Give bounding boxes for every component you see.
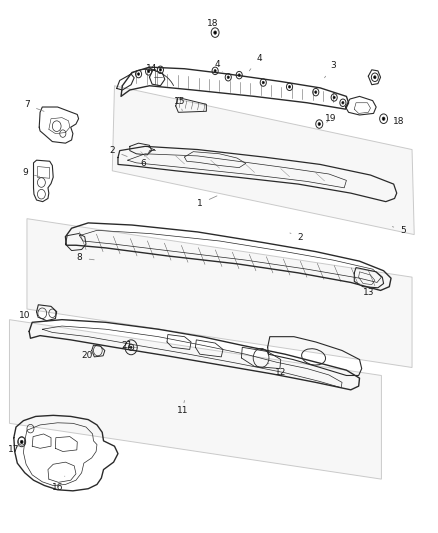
Circle shape bbox=[130, 346, 132, 349]
Circle shape bbox=[381, 117, 384, 120]
Text: 5: 5 bbox=[392, 226, 405, 235]
Text: 8: 8 bbox=[76, 254, 94, 262]
Circle shape bbox=[147, 70, 149, 72]
Text: 14: 14 bbox=[146, 64, 157, 77]
Text: 2: 2 bbox=[289, 233, 303, 242]
Text: 11: 11 bbox=[176, 400, 187, 415]
Text: 1: 1 bbox=[197, 196, 216, 208]
Text: 16: 16 bbox=[52, 476, 65, 491]
Text: 20: 20 bbox=[81, 351, 93, 360]
Text: 12: 12 bbox=[267, 363, 286, 377]
Circle shape bbox=[213, 31, 216, 34]
Circle shape bbox=[288, 85, 290, 88]
Circle shape bbox=[159, 69, 161, 71]
Circle shape bbox=[373, 76, 375, 79]
Text: 15: 15 bbox=[173, 97, 184, 111]
Text: 19: 19 bbox=[325, 114, 336, 123]
Circle shape bbox=[237, 74, 240, 76]
Text: 18: 18 bbox=[207, 19, 218, 31]
Circle shape bbox=[341, 101, 343, 104]
Text: 9: 9 bbox=[22, 168, 39, 177]
Text: 21: 21 bbox=[121, 341, 132, 350]
Circle shape bbox=[137, 72, 139, 75]
Polygon shape bbox=[112, 86, 413, 235]
Circle shape bbox=[314, 91, 316, 93]
Text: 17: 17 bbox=[8, 445, 20, 455]
Text: 10: 10 bbox=[19, 311, 39, 320]
Text: 18: 18 bbox=[392, 117, 404, 126]
Text: 3: 3 bbox=[324, 61, 336, 78]
Circle shape bbox=[214, 70, 215, 72]
Polygon shape bbox=[10, 320, 381, 479]
Text: 4: 4 bbox=[249, 54, 261, 71]
Text: 4: 4 bbox=[214, 60, 222, 72]
Polygon shape bbox=[27, 219, 411, 368]
Circle shape bbox=[20, 440, 23, 443]
Text: 2: 2 bbox=[109, 146, 127, 157]
Circle shape bbox=[226, 76, 229, 78]
Text: 13: 13 bbox=[359, 284, 373, 296]
Text: 7: 7 bbox=[24, 100, 44, 111]
Circle shape bbox=[261, 81, 264, 84]
Circle shape bbox=[332, 96, 335, 99]
Circle shape bbox=[317, 123, 320, 125]
Text: 6: 6 bbox=[140, 154, 145, 168]
